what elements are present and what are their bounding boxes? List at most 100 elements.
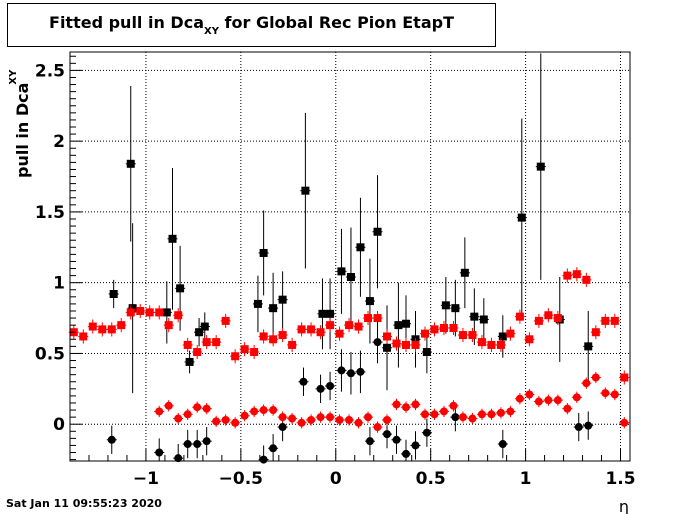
data-point bbox=[108, 279, 119, 309]
square-marker bbox=[439, 323, 448, 332]
data-point bbox=[252, 275, 263, 333]
circle-marker bbox=[337, 366, 346, 375]
circle-marker bbox=[496, 408, 505, 417]
data-point bbox=[543, 308, 554, 323]
data-point bbox=[194, 318, 205, 347]
square-marker bbox=[420, 329, 429, 338]
data-point bbox=[315, 325, 326, 340]
square-marker bbox=[582, 275, 591, 284]
square-marker bbox=[430, 325, 439, 334]
square-marker bbox=[259, 332, 268, 341]
y-tick-label: 0 bbox=[53, 415, 65, 435]
x-tick-label: 1 bbox=[520, 469, 532, 489]
circle-marker bbox=[278, 413, 287, 422]
data-point bbox=[476, 335, 487, 350]
data-point bbox=[163, 318, 174, 333]
square-marker bbox=[200, 322, 209, 331]
circle-marker bbox=[164, 401, 173, 410]
data-point bbox=[533, 313, 544, 328]
data-point bbox=[192, 344, 203, 360]
data-point bbox=[154, 405, 165, 418]
square-marker bbox=[126, 308, 135, 317]
data-point bbox=[391, 336, 402, 351]
data-point bbox=[478, 298, 489, 341]
data-point bbox=[78, 329, 89, 344]
data-point bbox=[505, 326, 516, 341]
data-point bbox=[419, 326, 430, 341]
data-point bbox=[344, 414, 355, 426]
data-point bbox=[184, 350, 195, 374]
square-marker bbox=[128, 304, 137, 313]
data-point bbox=[277, 411, 288, 423]
y-axis-label-main: pull in Dca bbox=[13, 83, 32, 178]
svg-text:pull in DcaXY: pull in DcaXY bbox=[8, 69, 32, 178]
data-point bbox=[199, 312, 210, 341]
data-point bbox=[277, 327, 288, 343]
data-point bbox=[258, 329, 269, 344]
square-marker bbox=[373, 227, 382, 236]
data-point bbox=[300, 112, 311, 269]
square-marker bbox=[98, 325, 107, 334]
data-point bbox=[258, 404, 269, 416]
square-marker bbox=[195, 328, 204, 337]
square-marker bbox=[346, 273, 355, 282]
data-point bbox=[382, 414, 393, 426]
y-tick-label: 0.5 bbox=[35, 344, 65, 364]
data-point bbox=[345, 227, 356, 327]
circle-marker bbox=[299, 377, 308, 386]
data-point bbox=[363, 310, 374, 326]
data-point bbox=[421, 418, 432, 447]
square-marker bbox=[601, 316, 610, 325]
square-marker bbox=[145, 308, 154, 317]
data-point bbox=[296, 322, 307, 337]
data-point bbox=[135, 303, 146, 319]
square-marker bbox=[365, 297, 374, 306]
square-marker bbox=[297, 325, 306, 334]
square-marker bbox=[278, 331, 287, 340]
data-point bbox=[296, 417, 307, 429]
circle-marker bbox=[202, 437, 211, 446]
square-marker bbox=[164, 321, 173, 330]
data-point bbox=[220, 313, 231, 328]
circle-marker bbox=[269, 444, 278, 453]
data-point bbox=[364, 427, 375, 456]
square-marker bbox=[193, 348, 202, 357]
data-point bbox=[334, 414, 345, 426]
square-marker bbox=[88, 322, 97, 331]
x-tick-label: 0 bbox=[330, 469, 342, 489]
circle-marker bbox=[212, 417, 221, 426]
data-point bbox=[106, 425, 117, 454]
data-point bbox=[372, 421, 383, 433]
y-tick-label: 1.5 bbox=[35, 203, 65, 223]
data-point bbox=[600, 313, 611, 328]
circle-marker bbox=[411, 441, 420, 450]
circle-marker bbox=[155, 407, 164, 416]
data-point bbox=[306, 414, 317, 426]
square-marker bbox=[240, 345, 249, 354]
data-point bbox=[438, 405, 449, 418]
data-point bbox=[573, 412, 584, 442]
square-marker bbox=[326, 321, 335, 330]
circle-marker bbox=[402, 449, 410, 458]
data-point bbox=[192, 429, 203, 459]
circle-marker bbox=[439, 407, 448, 416]
data-point bbox=[87, 319, 98, 334]
data-point bbox=[524, 332, 535, 347]
data-point bbox=[514, 309, 525, 324]
circle-marker bbox=[364, 413, 373, 422]
data-point bbox=[562, 402, 573, 415]
data-point bbox=[173, 308, 184, 323]
circle-marker bbox=[193, 440, 202, 449]
data-point bbox=[429, 408, 440, 420]
data-point bbox=[486, 337, 497, 353]
data-point bbox=[353, 417, 364, 429]
square-marker bbox=[162, 308, 171, 317]
circle-marker bbox=[430, 410, 439, 419]
square-marker bbox=[479, 315, 488, 324]
square-marker bbox=[383, 332, 392, 341]
circle-marker bbox=[174, 454, 183, 463]
circle-marker bbox=[498, 440, 507, 449]
square-marker bbox=[373, 314, 382, 323]
circle-marker bbox=[259, 406, 268, 415]
circle-marker bbox=[468, 414, 477, 423]
